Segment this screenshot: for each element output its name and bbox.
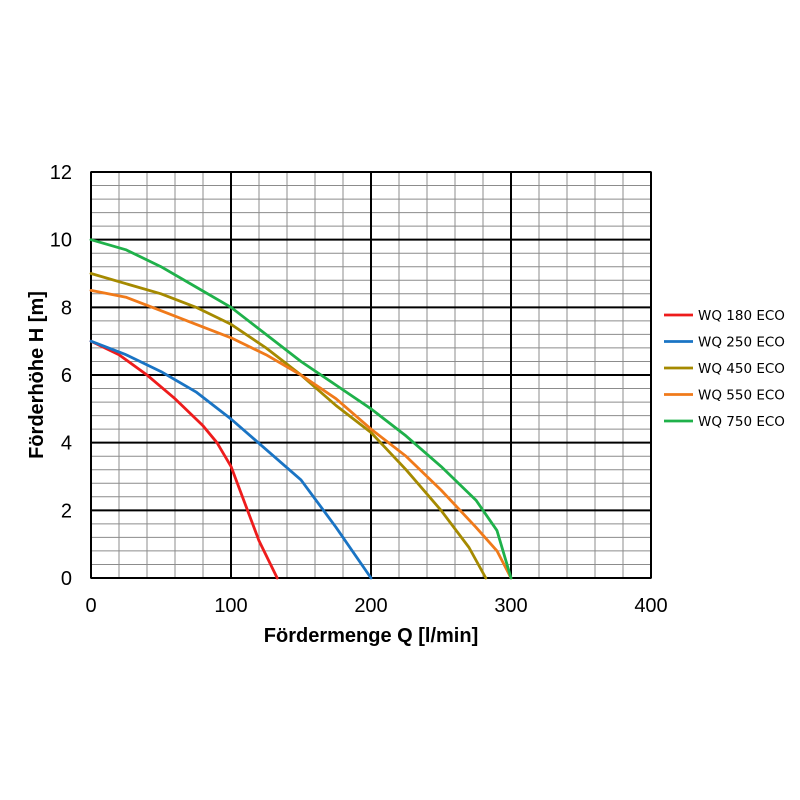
y-tick-label: 6 [61,365,72,387]
legend-label: WQ 550 ECO [698,388,785,404]
x-tick-label: 200 [354,595,387,617]
y-tick-label: 8 [61,297,72,319]
x-tick-label: 0 [85,595,96,617]
x-tick-label: 400 [634,595,667,617]
legend-label: WQ 450 ECO [698,361,785,377]
y-tick-labels: 0 2 4 6 8 10 12 [50,162,72,590]
legend: WQ 180 ECO WQ 250 ECO WQ 450 ECO WQ 550 ECO… [664,308,785,430]
x-axis-title: Fördermenge Q [l/min] [264,625,478,647]
series-layer [89,238,513,580]
y-tick-label: 10 [50,230,72,252]
series-line-wq-750-eco [89,238,513,580]
y-tick-label: 12 [50,162,72,184]
legend-label: WQ 250 ECO [698,335,785,351]
y-tick-label: 2 [61,500,72,522]
series-line-wq-180-eco [89,339,279,580]
y-axis-title: Förderhöhe H [m] [26,291,48,459]
series-line-wq-250-eco [89,339,373,580]
x-tick-label: 100 [214,595,247,617]
legend-label: WQ 180 ECO [698,308,785,324]
series-line-wq-550-eco [89,289,513,580]
x-tick-label: 300 [494,595,527,617]
legend-label: WQ 750 ECO [698,414,785,430]
x-tick-labels: 0 100 200 300 400 [85,595,667,617]
y-tick-label: 0 [61,568,72,590]
y-tick-label: 4 [61,433,72,455]
